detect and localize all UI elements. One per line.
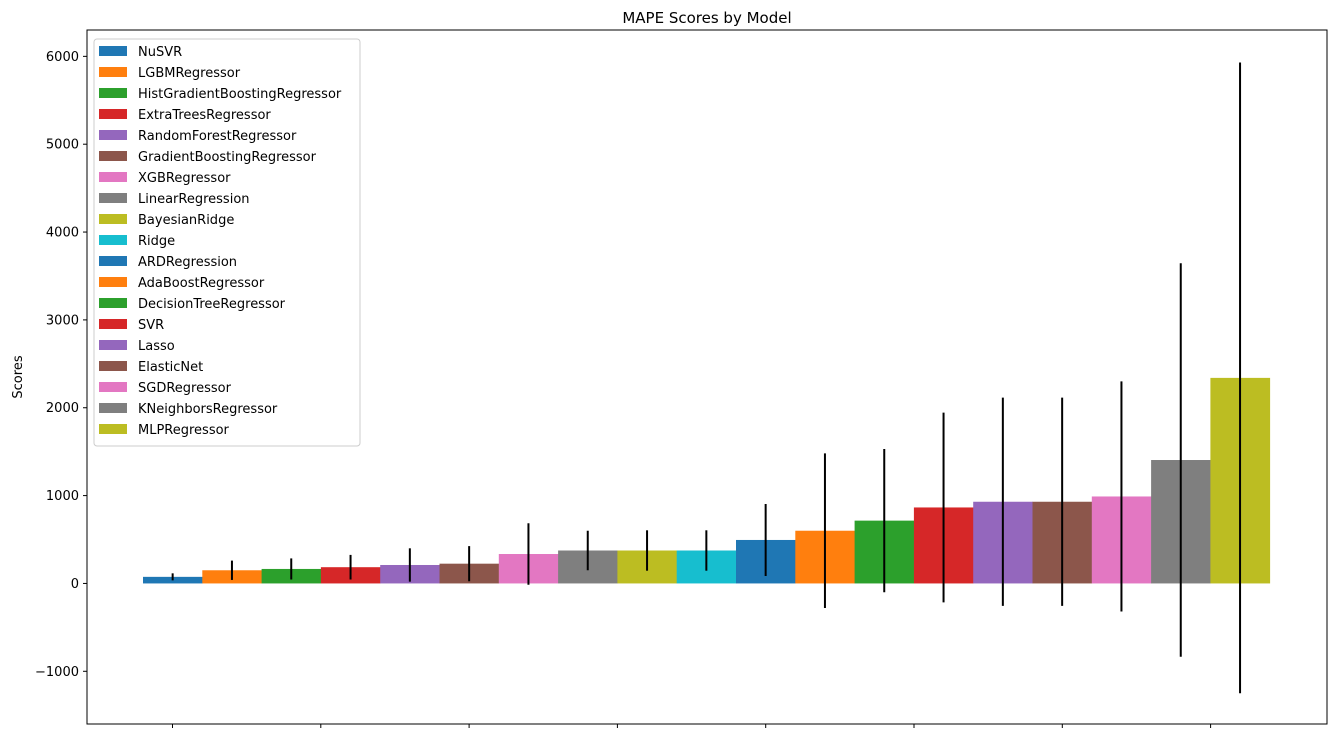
- axes-layer: [86, 29, 1328, 725]
- legend-swatch: [99, 214, 127, 224]
- legend: NuSVR LGBMRegressor HistGradientBoostingRe…: [93, 38, 361, 447]
- legend-swatch: [99, 151, 127, 161]
- y-tick-label: 0: [71, 577, 79, 592]
- legend-swatch: [99, 298, 127, 308]
- legend-label: LGBMRegressor: [138, 66, 241, 81]
- y-tick-label: 6000: [46, 50, 79, 65]
- y-tick-label: −1000: [35, 665, 79, 680]
- legend-label: Ridge: [138, 234, 175, 249]
- legend-swatch: [99, 340, 127, 350]
- legend-swatch: [99, 235, 127, 245]
- legend-swatch: [99, 172, 127, 182]
- legend-label: Lasso: [138, 339, 175, 354]
- legend-label: HistGradientBoostingRegressor: [138, 87, 342, 102]
- legend-swatch: [99, 382, 127, 392]
- legend-items: NuSVR LGBMRegressor HistGradientBoostingRe…: [99, 45, 342, 438]
- legend-label: ExtraTreesRegressor: [138, 108, 271, 123]
- legend-label: DecisionTreeRegressor: [138, 297, 286, 312]
- legend-label: SVR: [138, 318, 164, 333]
- chart-title: MAPE Scores by Model: [622, 9, 791, 27]
- legend-swatch: [99, 277, 127, 287]
- legend-label: BayesianRidge: [138, 213, 234, 228]
- legend-label: MLPRegressor: [138, 423, 230, 438]
- y-tick-label: 1000: [46, 489, 79, 504]
- bars-layer: [143, 377, 1271, 584]
- y-tick-label: 5000: [46, 138, 79, 153]
- legend-label: AdaBoostRegressor: [138, 276, 265, 291]
- legend-label: RandomForestRegressor: [138, 129, 297, 144]
- legend-swatch: [99, 88, 127, 98]
- legend-swatch: [99, 109, 127, 119]
- legend-label: ARDRegression: [138, 255, 237, 270]
- legend-swatch: [99, 256, 127, 266]
- legend-label: GradientBoostingRegressor: [138, 150, 317, 165]
- legend-label: SGDRegressor: [138, 381, 232, 396]
- legend-swatch: [99, 424, 127, 434]
- legend-swatch: [99, 193, 127, 203]
- legend-swatch: [99, 319, 127, 329]
- y-ticks-layer: −1000 0 1000 2000 3000 4000 5000 6000: [35, 50, 87, 680]
- legend-swatch: [99, 46, 127, 56]
- x-ticks-layer: [172, 724, 1212, 728]
- legend-label: XGBRegressor: [138, 171, 231, 186]
- y-tick-label: 2000: [46, 401, 79, 416]
- error-bars-layer: [171, 62, 1242, 694]
- y-tick-label: 4000: [46, 226, 79, 241]
- y-axis-label: Scores: [11, 355, 26, 398]
- legend-swatch: [99, 403, 127, 413]
- legend-swatch: [99, 67, 127, 77]
- legend-label: ElasticNet: [138, 360, 203, 375]
- legend-label: NuSVR: [138, 45, 182, 60]
- legend-swatch: [99, 361, 127, 371]
- plot-frame: [86, 29, 1328, 725]
- legend-label: KNeighborsRegressor: [138, 402, 278, 417]
- y-tick-label: 3000: [46, 313, 79, 328]
- legend-label: LinearRegression: [138, 192, 250, 207]
- legend-box: [93, 38, 361, 447]
- legend-swatch: [99, 130, 127, 140]
